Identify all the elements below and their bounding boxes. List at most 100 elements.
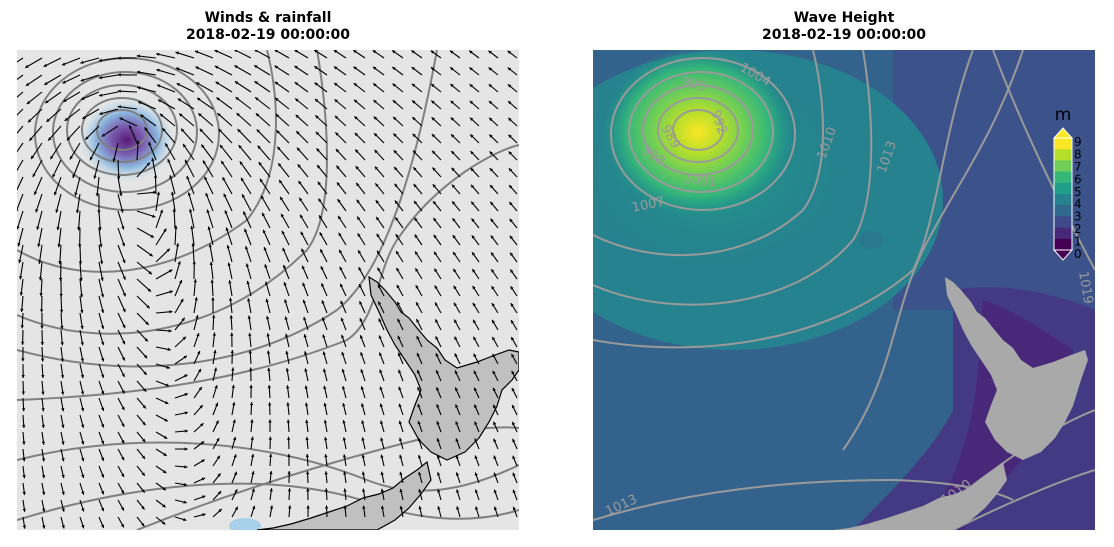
wind-arrow — [79, 278, 83, 298]
wind-arrow-head — [122, 340, 126, 345]
wind-arrow — [136, 140, 139, 161]
isobar-label: 1019 — [1075, 270, 1095, 305]
right-timestamp: 2018-02-19 00:00:00 — [761, 27, 927, 43]
wind-arrow-head — [396, 284, 400, 289]
wind-arrow — [26, 91, 43, 105]
wind-arrow — [197, 112, 214, 127]
wind-arrow-head — [34, 191, 38, 195]
wind-arrow-head — [489, 168, 494, 172]
wind-arrow-head — [150, 234, 154, 238]
wind-arrow-head — [20, 325, 24, 329]
wind-arrow — [17, 108, 24, 116]
wind-arrow-head — [299, 197, 303, 202]
wind-arrow-head — [19, 276, 23, 280]
wind-arrow-head — [283, 282, 287, 286]
wind-arrow-head — [215, 402, 219, 407]
wind-arrow-head — [163, 228, 167, 233]
wind-arrow — [240, 177, 252, 195]
wind-arrow — [236, 112, 252, 127]
wind-arrow-head — [430, 67, 435, 71]
wind-arrow-head — [436, 421, 440, 425]
wind-arrow — [169, 175, 176, 195]
wind-arrow-head — [169, 175, 173, 179]
wind-arrow — [17, 74, 24, 81]
wind-arrow-head — [234, 506, 238, 511]
wind-arrow — [80, 74, 100, 82]
wind-arrow-head — [493, 438, 497, 443]
wind-arrow-head — [323, 385, 327, 390]
wind-arrow-head — [471, 218, 475, 222]
wind-arrow — [192, 243, 195, 263]
wind-arrow-head — [184, 411, 189, 415]
wind-arrow — [155, 209, 163, 229]
wind-arrow-head — [179, 113, 183, 117]
wind-arrow — [222, 176, 233, 195]
wind-arrow-head — [490, 218, 494, 223]
wind-arrow — [17, 142, 24, 153]
wind-arrow-head — [412, 133, 416, 138]
colorbar-tick-label: 3 — [1074, 210, 1082, 224]
wind-arrow-head — [353, 83, 358, 87]
wind-arrow-head — [254, 50, 258, 53]
wind-arrow-head — [432, 184, 436, 188]
wind-arrow-head — [281, 230, 285, 235]
colorbar-bands — [1052, 127, 1074, 261]
wind-arrow-head — [142, 405, 146, 409]
wind-arrow — [175, 51, 195, 59]
wind-arrow-head — [355, 166, 359, 170]
left-panel-title: Winds & rainfall 2018-02-19 00:00:00 — [17, 10, 519, 44]
wind-arrow-head — [63, 98, 67, 102]
wind-arrow-head — [183, 500, 187, 504]
wind-arrow-head — [398, 386, 402, 391]
colorbar-tick-label: 4 — [1074, 197, 1082, 211]
wind-arrow-head — [416, 336, 420, 340]
wind-arrow-head — [417, 403, 421, 408]
wind-arrow-head — [434, 251, 438, 256]
wind-arrow-head — [303, 351, 308, 355]
wind-arrow-head — [431, 83, 435, 88]
wind-arrow-head — [417, 454, 422, 459]
wind-arrow-head — [100, 474, 105, 478]
wind-arrow-head — [81, 441, 85, 445]
wind-arrow-head — [121, 423, 125, 427]
wind-arrow-head — [183, 143, 187, 148]
wind-arrow-head — [398, 420, 402, 425]
wind-arrow-head — [456, 489, 460, 493]
wind-arrow — [74, 176, 81, 196]
wind-arrow-head — [225, 227, 229, 231]
wind-arrow-head — [508, 117, 512, 122]
wind-arrow-head — [145, 321, 149, 325]
wind-arrow-head — [193, 279, 197, 283]
wind-arrow-head — [80, 391, 85, 395]
wind-arrow-head — [167, 347, 171, 351]
wind-arrow-head — [451, 134, 455, 138]
wind-arrow-head — [436, 472, 441, 476]
wind-arrow-head — [45, 100, 49, 104]
wind-arrow-head — [52, 173, 56, 178]
wind-arrow-head — [433, 201, 437, 205]
wind-arrow — [62, 74, 81, 84]
wind-arrow-head — [152, 214, 156, 218]
wind-arrow-head — [20, 341, 25, 345]
wind-arrow-head — [117, 73, 121, 77]
wind-arrow-head — [412, 100, 416, 104]
wind-arrow-head — [43, 63, 48, 67]
wind-arrow-head — [59, 293, 63, 297]
wind-arrow-head — [455, 404, 459, 408]
wind-arrow-head — [215, 81, 220, 85]
wind-arrow-head — [81, 474, 85, 478]
wind-arrow — [72, 159, 81, 179]
wave-height-map: 995 1004 992 989 1010 998 1013 1001 1007… — [593, 50, 1095, 530]
wind-arrow-head — [200, 423, 204, 427]
wind-arrow-head — [358, 267, 362, 271]
wind-arrow-head — [314, 66, 318, 70]
wind-arrow-head — [324, 488, 329, 492]
colorbar-tick-label: 6 — [1074, 172, 1082, 186]
wind-arrow-head — [287, 488, 292, 492]
wind-arrow-head — [251, 471, 255, 475]
wind-arrow-head — [211, 314, 216, 319]
wind-arrow-head — [121, 373, 125, 378]
wind-arrow-head — [166, 248, 170, 253]
wind-arrow-head — [353, 66, 357, 70]
